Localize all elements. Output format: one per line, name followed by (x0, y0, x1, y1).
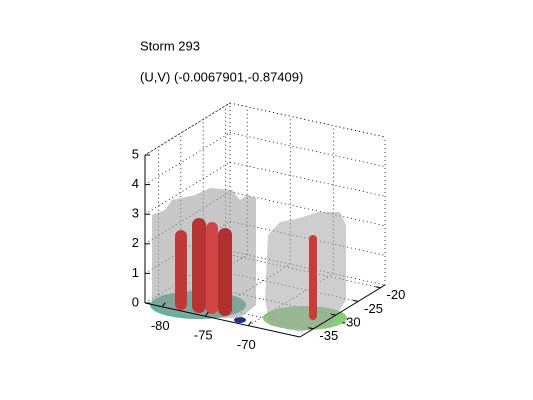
grid-line (229, 221, 386, 256)
x-axis (144, 302, 301, 338)
x-tick-label: -70 (237, 337, 256, 352)
red-isosurface (192, 218, 206, 313)
x-tick (161, 302, 166, 308)
grid-line (225, 253, 381, 289)
x-tick (247, 321, 252, 326)
z-tick-label: 2 (132, 235, 139, 250)
axes-layer: 0 1 2 3 4 5 -80 -75 -70 -35 -30-25 -20 (132, 146, 406, 352)
y-tick (330, 313, 336, 316)
y-axis (299, 284, 386, 338)
y-tick (308, 327, 314, 330)
y-tick-label: -35 (319, 328, 338, 343)
chart-title: Storm 293 (140, 38, 200, 53)
grid-line (229, 191, 386, 227)
y-tick-label: -20 (387, 287, 406, 302)
grid-line (229, 250, 386, 286)
y-tick-label: -30 (342, 315, 361, 330)
z-tick-label: 0 (132, 294, 139, 309)
grid-line (229, 161, 386, 197)
grid-line (229, 102, 386, 138)
grid-line (248, 273, 334, 327)
red-isosurface (175, 230, 187, 310)
red-isosurface (206, 222, 218, 314)
gray-isosurface (265, 212, 346, 332)
red-isosurface (309, 235, 317, 320)
z-tick-label: 4 (132, 176, 139, 191)
grid-line (144, 161, 231, 215)
y-tick-label: -25 (364, 301, 383, 316)
z-tick-label: 5 (132, 146, 139, 161)
box-edge (144, 102, 231, 156)
z-tick-label: 3 (132, 206, 139, 221)
grid-line (144, 132, 231, 185)
x-tick (204, 311, 209, 317)
isosurfaces (150, 188, 347, 332)
base-patch (234, 317, 246, 323)
x-tick-label: -75 (194, 328, 213, 343)
y-tick (353, 299, 359, 302)
chart-subtitle: (U,V) (-0.0067901,-0.87409) (140, 69, 303, 84)
x-tick-label: -80 (151, 318, 170, 333)
grid-line (144, 102, 231, 156)
z-tick-label: 1 (132, 265, 139, 280)
y-tick (375, 286, 381, 289)
grid-line (229, 132, 386, 167)
red-isosurface (218, 228, 232, 316)
